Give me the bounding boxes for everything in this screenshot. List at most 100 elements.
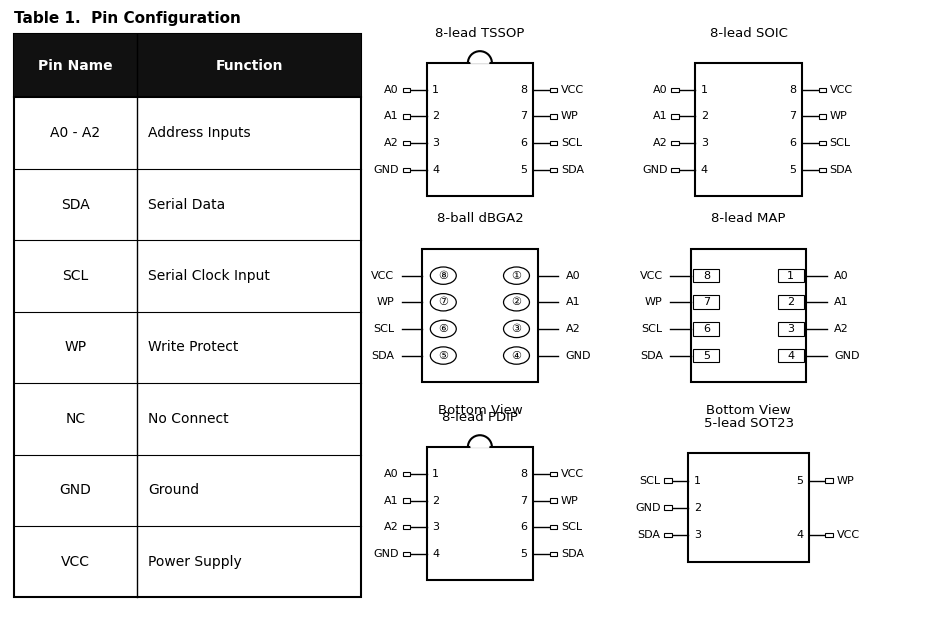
Text: Function: Function (215, 59, 283, 72)
Text: A0: A0 (834, 271, 849, 281)
Text: WP: WP (561, 111, 579, 121)
Text: A1: A1 (384, 496, 399, 506)
Text: WP: WP (829, 111, 847, 121)
Text: A0: A0 (384, 469, 399, 479)
Text: ②: ② (512, 298, 522, 308)
Text: SDA: SDA (62, 198, 89, 212)
Text: 5: 5 (521, 165, 528, 175)
Text: Pin Name: Pin Name (38, 59, 113, 72)
Text: WP: WP (837, 476, 855, 486)
Wedge shape (471, 441, 489, 448)
Text: Serial Data: Serial Data (148, 198, 226, 212)
Bar (550, 525, 557, 529)
Text: VCC: VCC (561, 85, 584, 95)
Text: GND: GND (566, 351, 591, 361)
Text: SDA: SDA (371, 351, 394, 361)
Text: ③: ③ (512, 324, 522, 334)
Bar (403, 88, 410, 92)
Text: GND: GND (834, 351, 859, 361)
Bar (671, 114, 678, 119)
Text: 5: 5 (521, 549, 528, 559)
Text: 7: 7 (520, 111, 528, 121)
Text: 2: 2 (701, 111, 708, 121)
Text: 2: 2 (432, 496, 439, 506)
Bar (818, 141, 826, 145)
Bar (403, 525, 410, 529)
Bar (826, 478, 833, 482)
Text: 5-lead SOT23: 5-lead SOT23 (704, 417, 794, 430)
Text: A2: A2 (384, 138, 399, 148)
Text: A0 - A2: A0 - A2 (50, 126, 101, 140)
Bar (695, 63, 802, 196)
Bar (818, 168, 826, 172)
Bar (550, 141, 557, 145)
Text: A1: A1 (834, 298, 849, 308)
Text: No Connect: No Connect (148, 412, 229, 426)
Bar (693, 296, 720, 309)
Text: 6: 6 (521, 522, 528, 532)
Text: ⑤: ⑤ (438, 351, 448, 361)
Text: SCL: SCL (373, 324, 394, 334)
Text: Serial Clock Input: Serial Clock Input (148, 269, 270, 283)
Text: 1: 1 (432, 469, 439, 479)
Text: 3: 3 (701, 138, 707, 148)
Text: VCC: VCC (639, 271, 663, 281)
Text: 2: 2 (694, 503, 701, 512)
Bar (14, 34, 362, 98)
Text: 3: 3 (432, 522, 439, 532)
Bar (777, 322, 803, 336)
Bar (403, 114, 410, 119)
Bar (691, 249, 806, 382)
Text: ⑥: ⑥ (438, 324, 448, 334)
Bar (403, 141, 410, 145)
Bar (403, 168, 410, 172)
Bar (403, 472, 410, 476)
Text: A0: A0 (384, 85, 399, 95)
Bar (550, 88, 557, 92)
Text: WP: WP (645, 298, 663, 308)
Bar (826, 532, 833, 537)
Text: SDA: SDA (561, 165, 584, 175)
Text: 8-ball dBGA2: 8-ball dBGA2 (436, 213, 523, 226)
Bar (777, 296, 803, 309)
Text: Write Protect: Write Protect (148, 341, 239, 354)
Text: GND: GND (60, 483, 91, 498)
Text: A1: A1 (384, 111, 399, 121)
Bar (403, 552, 410, 556)
Text: 3: 3 (432, 138, 439, 148)
Text: Address Inputs: Address Inputs (148, 126, 251, 140)
Text: 4: 4 (796, 530, 803, 540)
Text: A2: A2 (566, 324, 581, 334)
Text: Table 1.  Pin Configuration: Table 1. Pin Configuration (14, 11, 240, 26)
Text: WP: WP (377, 298, 394, 308)
Text: 1: 1 (694, 476, 701, 486)
Text: A1: A1 (653, 111, 667, 121)
Text: 4: 4 (432, 549, 439, 559)
Bar (550, 498, 557, 502)
Text: 6: 6 (521, 138, 528, 148)
Bar (693, 269, 720, 282)
Text: 8: 8 (520, 469, 528, 479)
Text: 2: 2 (788, 298, 794, 308)
Bar (14, 34, 362, 598)
Text: ⑦: ⑦ (438, 298, 448, 308)
Text: VCC: VCC (837, 530, 859, 540)
Circle shape (503, 294, 529, 311)
Text: 5: 5 (796, 476, 803, 486)
Text: VCC: VCC (561, 469, 584, 479)
Circle shape (431, 294, 457, 311)
Bar (777, 269, 803, 282)
Text: 7: 7 (789, 111, 796, 121)
Text: 7: 7 (703, 298, 710, 308)
Text: SCL: SCL (62, 269, 89, 283)
Text: ①: ① (512, 271, 522, 281)
Bar (818, 114, 826, 119)
Bar (671, 141, 678, 145)
Bar (689, 453, 809, 562)
Bar (777, 349, 803, 362)
Text: VCC: VCC (371, 271, 394, 281)
Text: 1: 1 (701, 85, 707, 95)
Text: Bottom View: Bottom View (706, 404, 791, 417)
Bar (422, 249, 538, 382)
Wedge shape (471, 57, 489, 63)
